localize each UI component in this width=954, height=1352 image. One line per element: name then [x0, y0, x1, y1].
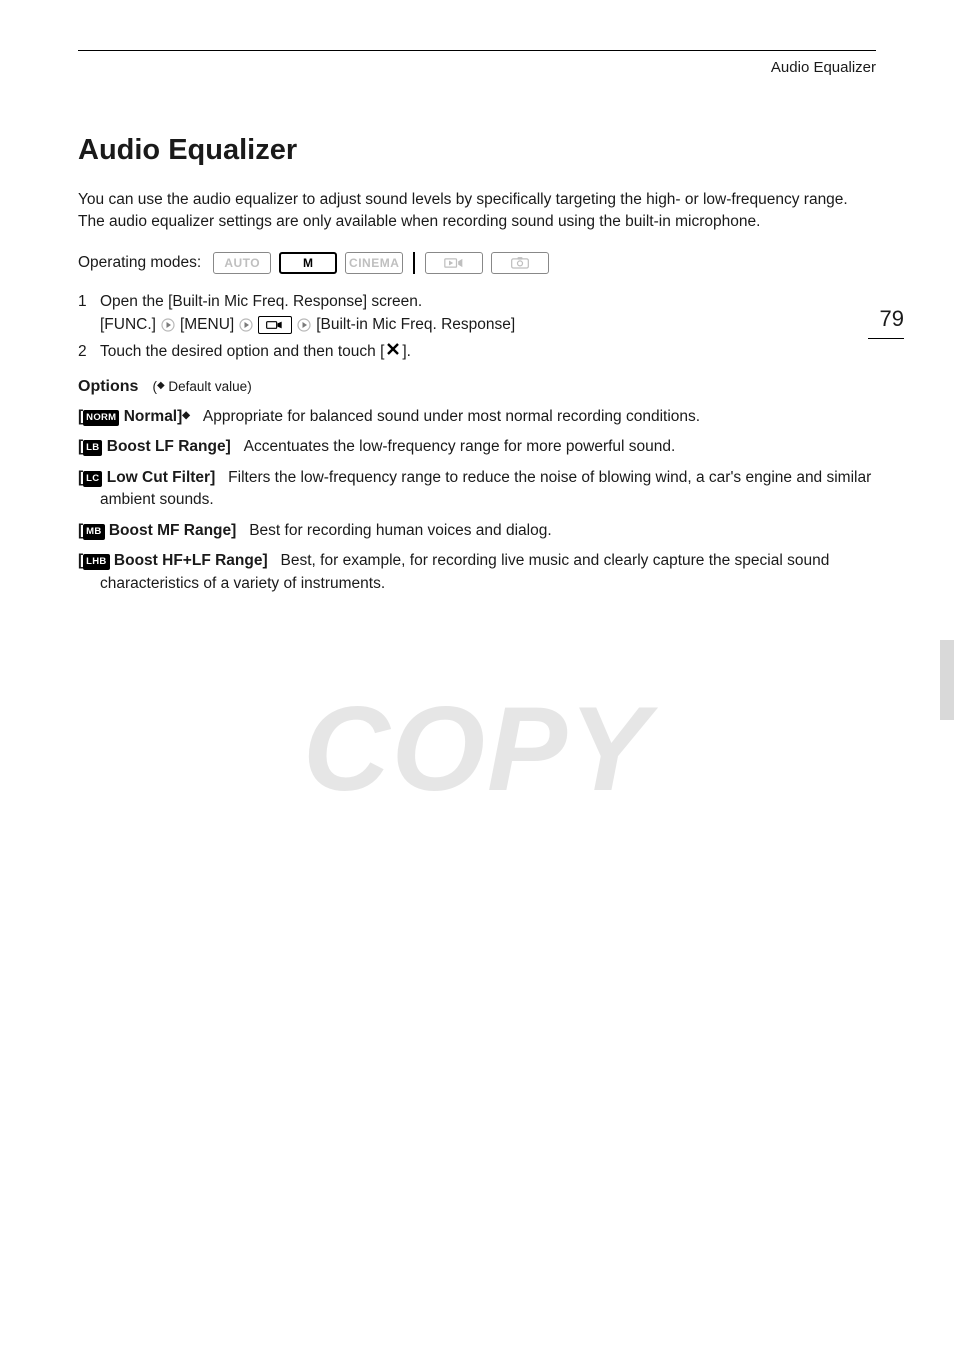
option-desc: Filters the low-frequency range to reduc…	[100, 469, 871, 508]
step-2-text-a: Touch the desired option and then touch …	[100, 340, 384, 364]
copy-watermark: COPY	[303, 680, 651, 818]
mode-photo-playback-icon	[491, 252, 549, 274]
path-func: [FUNC.]	[100, 316, 156, 334]
step-1-number: 1	[78, 290, 92, 314]
mode-movie-playback-icon	[425, 252, 483, 274]
option-tag: LHB	[83, 554, 109, 570]
default-value-text: Default value)	[165, 379, 252, 394]
steps-list: 1 Open the [Built-in Mic Freq. Response]…	[78, 290, 876, 364]
option-name: Boost LF Range]	[102, 438, 230, 455]
page-number-value: 79	[880, 306, 904, 331]
option-tag: NORM	[83, 410, 119, 426]
option-low-cut: [LC Low Cut Filter] Filters the low-freq…	[78, 467, 876, 512]
operating-modes-row: Operating modes: AUTO M CINEMA	[78, 252, 876, 274]
step-1-path: [FUNC.] [MENU] [Built-in Mic Freq. Respo…	[100, 316, 876, 334]
path-target: [Built-in Mic Freq. Response]	[316, 316, 515, 334]
option-boost-mf: [MB Boost MF Range] Best for recording h…	[78, 520, 876, 542]
option-label: [LB Boost LF Range]	[78, 438, 231, 455]
option-label: [LC Low Cut Filter]	[78, 469, 215, 486]
diamond-icon: ◆	[157, 380, 165, 391]
intro-paragraph: You can use the audio equalizer to adjus…	[78, 189, 876, 234]
path-menu: [MENU]	[180, 316, 234, 334]
option-desc: Accentuates the low-frequency range for …	[244, 438, 676, 455]
close-icon	[386, 340, 400, 364]
option-tag: LB	[83, 440, 102, 456]
chevron-icon	[238, 317, 254, 333]
diamond-icon: ◆	[182, 410, 190, 421]
options-header: Options (◆ Default value)	[78, 378, 876, 396]
option-boost-hf-lf: [LHB Boost HF+LF Range] Best, for exampl…	[78, 550, 876, 595]
step-2-text: Touch the desired option and then touch …	[100, 340, 876, 364]
option-boost-lf: [LB Boost LF Range] Accentuates the low-…	[78, 436, 876, 458]
option-name: Boost HF+LF Range]	[110, 552, 268, 569]
step-2-text-b: ].	[402, 340, 411, 364]
mode-cinema: CINEMA	[345, 252, 403, 274]
option-name: Boost MF Range]	[105, 522, 237, 539]
option-normal: [NORM Normal]◆ Appropriate for balanced …	[78, 406, 876, 428]
side-tab	[940, 640, 954, 720]
option-name: Low Cut Filter]	[102, 469, 215, 486]
option-desc: Appropriate for balanced sound under mos…	[203, 408, 700, 425]
option-tag: MB	[83, 524, 104, 540]
mode-auto: AUTO	[213, 252, 271, 274]
step-2: 2 Touch the desired option and then touc…	[78, 340, 876, 364]
step-1-text: Open the [Built-in Mic Freq. Response] s…	[100, 290, 876, 314]
header-section-label: Audio Equalizer	[78, 59, 876, 76]
mode-separator	[413, 252, 415, 274]
camera-tab-icon	[258, 316, 292, 334]
page-title: Audio Equalizer	[78, 134, 876, 167]
options-default-note: (◆ Default value)	[152, 379, 251, 394]
option-label: [MB Boost MF Range]	[78, 522, 236, 539]
step-1: 1 Open the [Built-in Mic Freq. Response]…	[78, 290, 876, 314]
page-number-rule	[868, 338, 904, 339]
option-desc: Best for recording human voices and dial…	[249, 522, 551, 539]
option-label: [LHB Boost HF+LF Range]	[78, 552, 268, 569]
option-label: [NORM Normal]◆	[78, 408, 190, 425]
option-tag: LC	[83, 471, 102, 487]
operating-modes-label: Operating modes:	[78, 254, 201, 272]
options-list: [NORM Normal]◆ Appropriate for balanced …	[78, 406, 876, 595]
page-number: 79	[868, 306, 904, 339]
step-2-number: 2	[78, 340, 92, 364]
options-title: Options	[78, 378, 138, 396]
top-rule	[78, 50, 876, 51]
option-name: Normal]	[119, 408, 182, 425]
chevron-icon	[296, 317, 312, 333]
chevron-icon	[160, 317, 176, 333]
mode-m: M	[279, 252, 337, 274]
